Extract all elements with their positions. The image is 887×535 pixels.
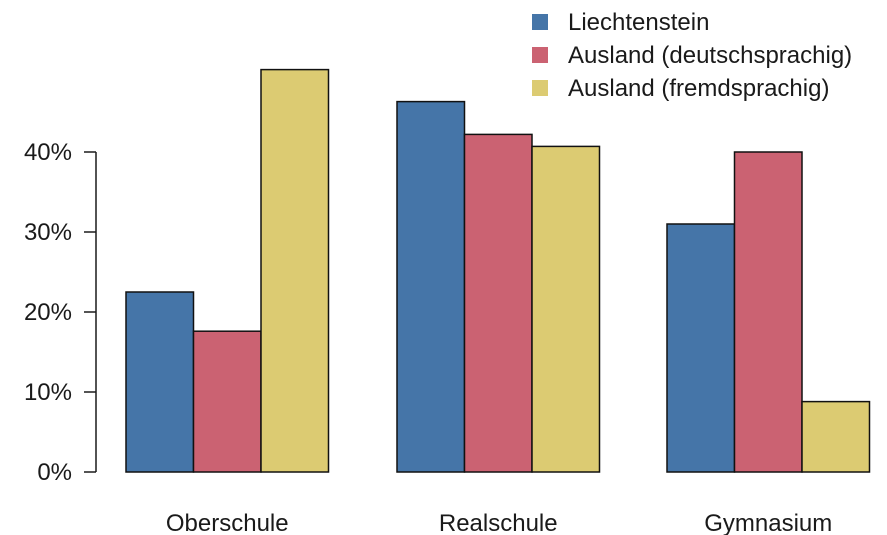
y-axis: 0% 10% 20% 30% 40% — [24, 139, 97, 486]
category-label: Gymnasium — [704, 510, 832, 535]
bar-realschule-series-1 — [396, 100, 466, 473]
legend-swatch — [532, 47, 548, 63]
bar-oberschule-series-2 — [192, 330, 262, 473]
bar-gymnasium-series-1 — [666, 223, 736, 473]
bar-oberschule-series-1 — [125, 291, 195, 473]
legend-label: Liechtenstein — [568, 9, 709, 36]
bar-realschule-series-3 — [531, 145, 601, 473]
bar-gymnasium-series-2 — [733, 151, 803, 473]
category-label: Realschule — [439, 510, 558, 535]
y-tick-label: 20% — [24, 299, 72, 326]
legend-label: Ausland (fremdsprachig) — [568, 75, 829, 102]
legend-swatch — [532, 80, 548, 96]
x-axis-labels: Oberschule Realschule Gymnasium — [166, 510, 832, 535]
legend-label: Ausland (deutschsprachig) — [568, 42, 852, 69]
bars — [125, 68, 871, 473]
bar-oberschule-series-3 — [260, 68, 330, 473]
legend: Liechtenstein Ausland (deutschsprachig) Au… — [532, 9, 852, 102]
legend-swatch — [532, 14, 548, 30]
y-tick-label: 30% — [24, 219, 72, 246]
y-tick-label: 0% — [37, 459, 72, 486]
y-tick-label: 10% — [24, 379, 72, 406]
y-tick-label: 40% — [24, 139, 72, 166]
category-label: Oberschule — [166, 510, 289, 535]
bar-gymnasium-series-3 — [801, 400, 871, 473]
bar-realschule-series-2 — [463, 133, 533, 473]
